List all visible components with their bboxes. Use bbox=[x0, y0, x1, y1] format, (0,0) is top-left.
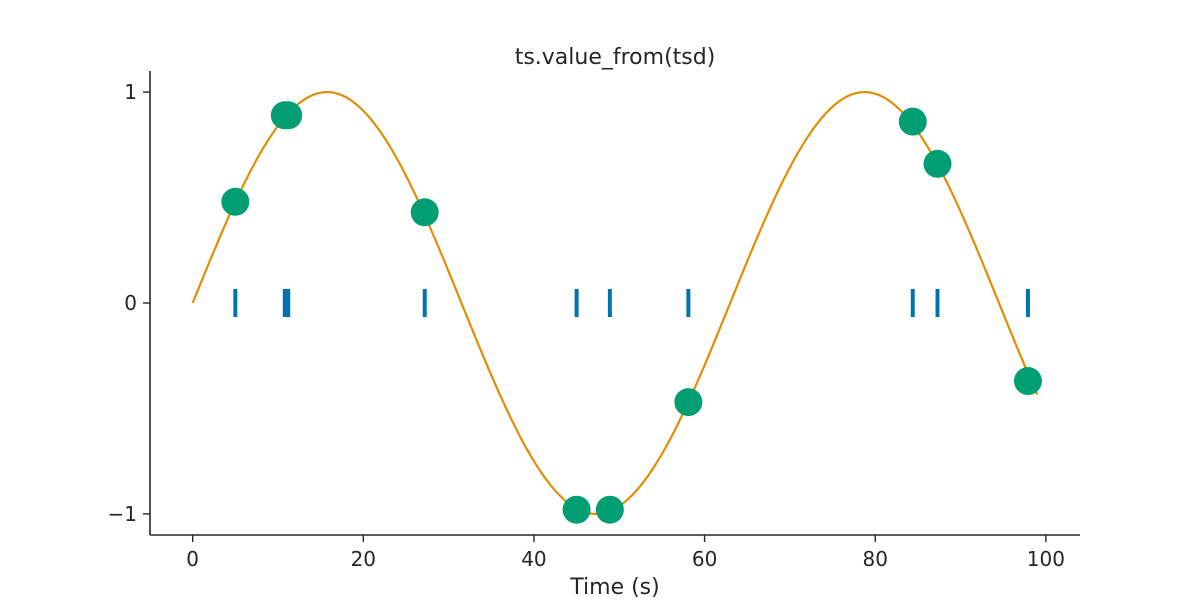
x-axis-label: Time (s) bbox=[569, 575, 659, 600]
data-point bbox=[923, 149, 952, 178]
chart-title: ts.value_from(tsd) bbox=[515, 45, 716, 70]
data-point bbox=[562, 495, 591, 524]
x-tick-label: 40 bbox=[521, 547, 546, 571]
y-tick-label: 1 bbox=[124, 80, 137, 104]
data-point bbox=[1013, 367, 1042, 396]
data-point bbox=[674, 388, 703, 417]
x-tick-label: 80 bbox=[863, 547, 888, 571]
y-tick-label: −1 bbox=[108, 502, 137, 526]
data-point bbox=[274, 101, 303, 130]
data-point bbox=[595, 495, 624, 524]
data-point bbox=[221, 187, 250, 216]
x-tick-label: 100 bbox=[1027, 547, 1065, 571]
x-tick-label: 20 bbox=[351, 547, 376, 571]
data-point bbox=[410, 198, 439, 227]
sine-curve-line bbox=[191, 90, 1039, 516]
x-axis: 0 20 40 60 80 100 bbox=[186, 535, 1065, 571]
plot-area bbox=[191, 90, 1042, 524]
y-axis: −1 0 1 bbox=[108, 80, 150, 526]
y-tick-label: 0 bbox=[124, 291, 137, 315]
x-tick-label: 60 bbox=[692, 547, 717, 571]
x-tick-label: 0 bbox=[186, 547, 199, 571]
data-point bbox=[898, 107, 927, 136]
